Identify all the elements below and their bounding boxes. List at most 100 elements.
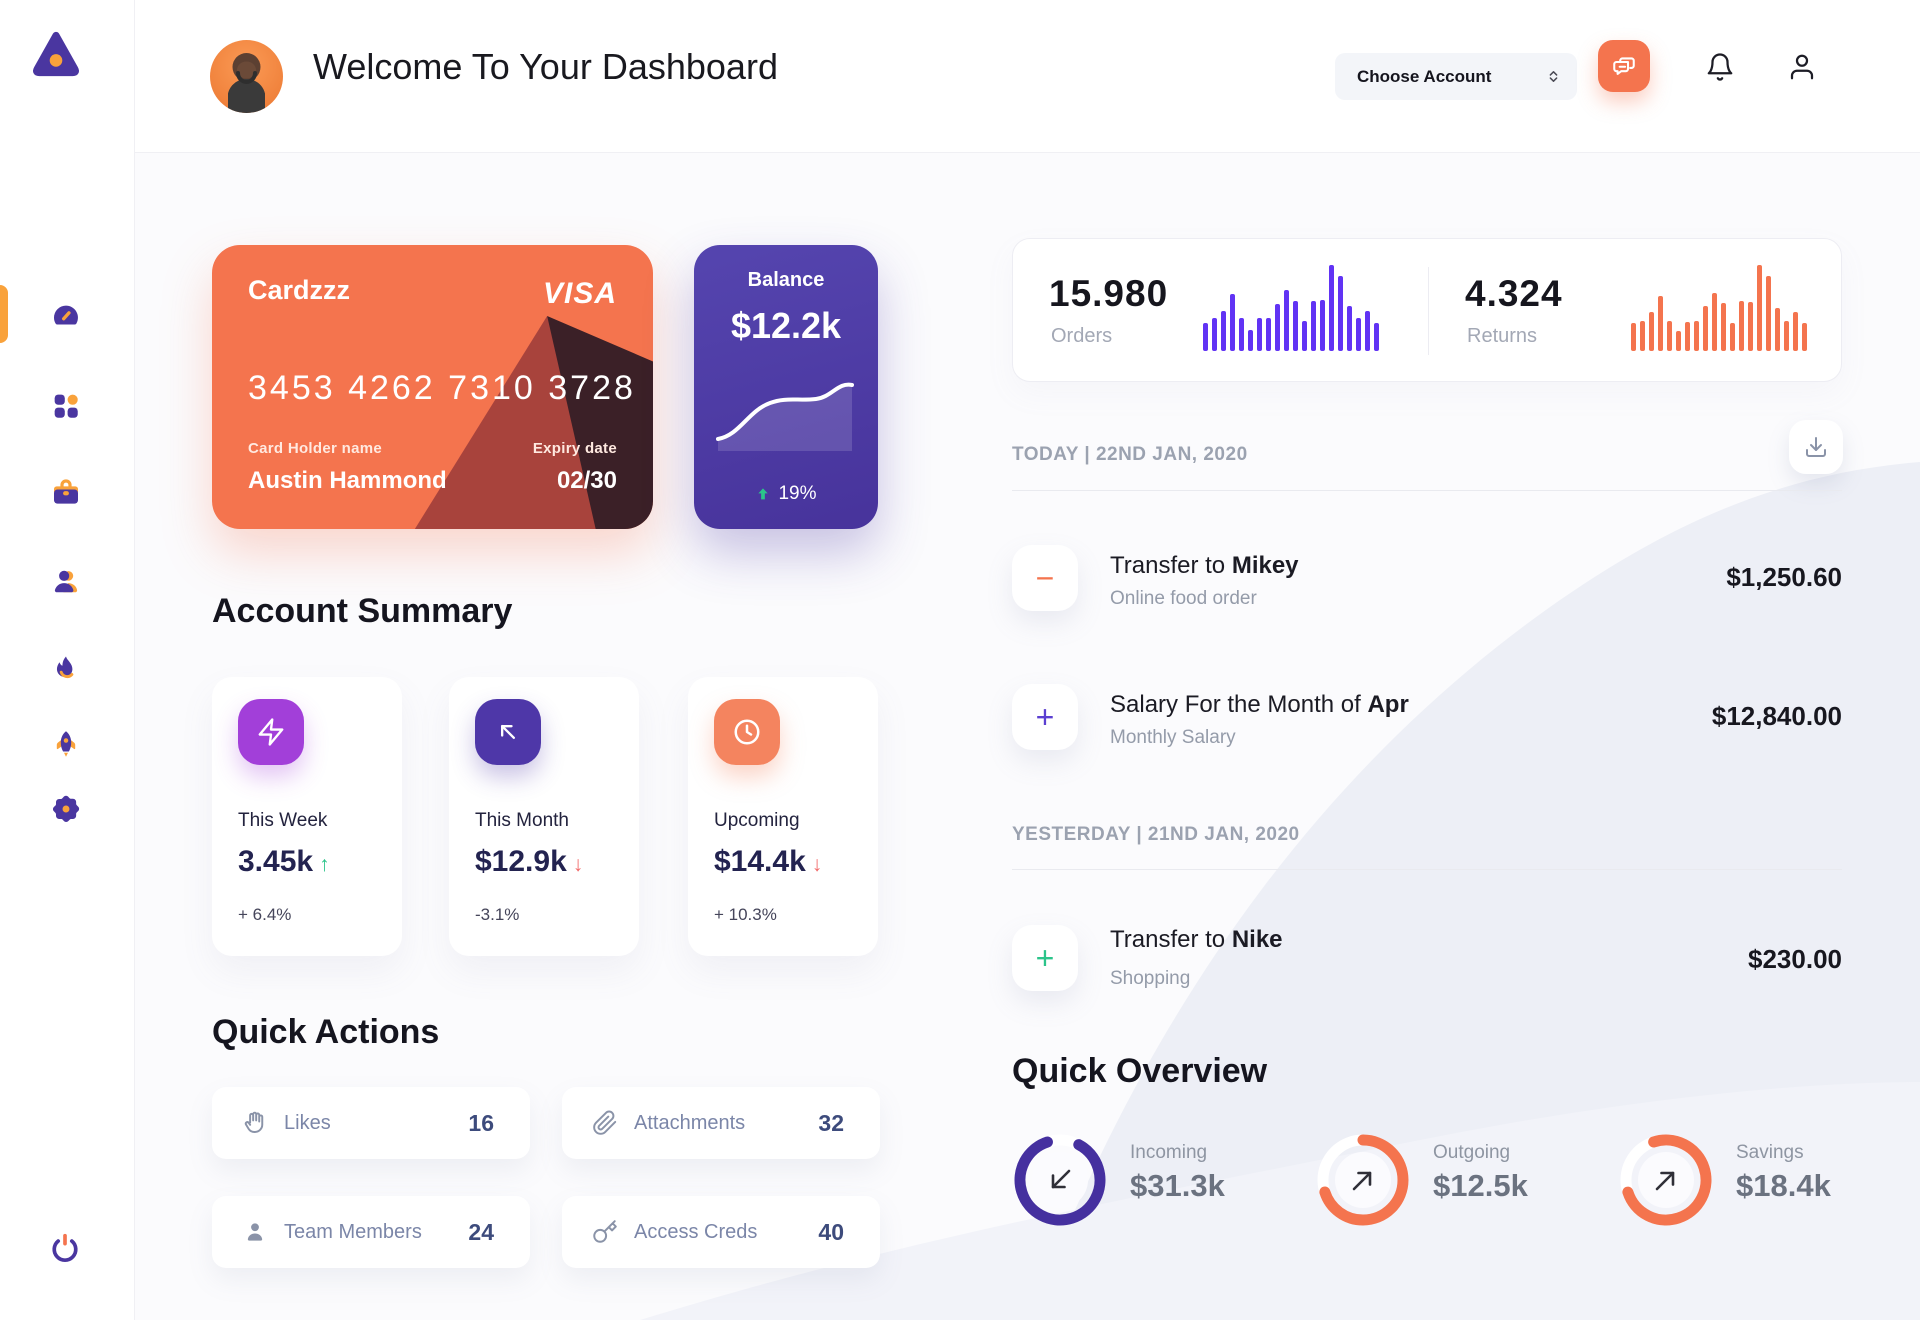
transaction-subtitle: Shopping: [1110, 968, 1191, 989]
account-selector[interactable]: Choose Account: [1335, 53, 1577, 100]
quick-action-attachments[interactable]: Attachments 32: [562, 1087, 880, 1159]
quick-action-label: Access Creds: [634, 1220, 758, 1243]
summary-value: $14.4k ↓: [714, 845, 823, 878]
bar: [1284, 289, 1289, 351]
arrow-up-solid-icon: [758, 488, 769, 500]
gear-icon: [53, 795, 80, 822]
transaction-subtitle: Online food order: [1110, 588, 1257, 609]
summary-value: $12.9k ↓: [475, 845, 584, 878]
bar: [1784, 320, 1789, 351]
key-icon: [593, 1220, 617, 1243]
bar: [1230, 294, 1235, 351]
messages-button[interactable]: [1598, 40, 1650, 92]
bar: [1212, 318, 1217, 351]
transaction-title: Transfer to Nike: [1110, 926, 1283, 953]
incoming-progress-ring: [1014, 1134, 1106, 1226]
sidebar-item-apps[interactable]: [50, 390, 82, 422]
sidebar-item-dashboard[interactable]: [50, 300, 82, 332]
minus-sign: −: [1035, 559, 1055, 596]
transaction-sign-tile: +: [1012, 925, 1078, 991]
divider: [1012, 490, 1842, 491]
profile-button[interactable]: [1782, 47, 1822, 87]
bar: [1703, 306, 1708, 351]
bar: [1338, 276, 1343, 351]
person-icon: [54, 570, 78, 593]
bar: [1730, 322, 1735, 351]
sidebar-item-trending[interactable]: [50, 653, 82, 685]
balance-line-chart: [716, 382, 854, 451]
savings-progress-ring: [1620, 1134, 1712, 1226]
bar: [1757, 265, 1762, 351]
bar: [1365, 311, 1370, 351]
page-title: Welcome To Your Dashboard: [313, 46, 778, 87]
bar: [1667, 320, 1672, 351]
transaction-sign-tile: +: [1012, 684, 1078, 750]
returns-label: Returns: [1467, 325, 1538, 347]
apps-grid-icon: [54, 394, 78, 418]
paperclip-icon: [593, 1110, 617, 1135]
bar: [1221, 311, 1226, 351]
bar: [1766, 276, 1771, 351]
transaction-amount: $1,250.60: [1726, 562, 1842, 592]
quick-action-likes[interactable]: Likes 16: [212, 1087, 530, 1159]
overview-label: Incoming: [1130, 1142, 1208, 1163]
user-icon: [1790, 54, 1814, 80]
quick-action-access-creds[interactable]: Access Creds 40: [562, 1196, 880, 1268]
quick-action-label: Likes: [284, 1111, 331, 1134]
bar: [1694, 320, 1699, 351]
card-number: 3453 4262 7310 3728: [248, 369, 636, 407]
bell-icon: [1707, 53, 1733, 81]
download-button[interactable]: [1789, 420, 1843, 474]
balance-trend: 19%: [694, 483, 878, 505]
expiry-date: 02/30: [556, 467, 617, 494]
transaction-title: Transfer to Mikey: [1110, 552, 1299, 579]
balance-change: 19%: [778, 483, 817, 504]
bar: [1631, 322, 1636, 351]
triangle-logo-icon: [33, 31, 79, 77]
download-icon: [1806, 437, 1826, 457]
date-group-today: TODAY | 22ND JAN, 2020: [1012, 444, 1248, 465]
user-avatar[interactable]: [210, 40, 283, 113]
plus-sign: +: [1035, 698, 1055, 735]
bar: [1712, 292, 1717, 351]
quick-action-team-members[interactable]: Team Members 24: [212, 1196, 530, 1268]
quick-action-count: 16: [468, 1109, 494, 1136]
quick-action-count: 40: [818, 1218, 844, 1245]
quick-action-label: Team Members: [284, 1220, 422, 1243]
summary-delta: -3.1%: [475, 905, 520, 924]
power-icon: [52, 1233, 78, 1263]
orders-returns-stats-card: 15.980 Orders 4.324 Returns: [1012, 238, 1842, 382]
sidebar-item-portfolio[interactable]: [50, 477, 82, 509]
rocket-icon: [56, 731, 76, 757]
sidebar-item-settings[interactable]: [50, 793, 82, 825]
balance-card[interactable]: Balance $12.2k 19%: [694, 245, 878, 529]
card-holder-label: Card Holder name: [248, 440, 382, 457]
summary-card-this-month[interactable]: This Month $12.9k ↓ -3.1%: [449, 677, 639, 956]
date-group-yesterday: YESTERDAY | 21ND JAN, 2020: [1012, 824, 1300, 845]
sidebar-item-contacts[interactable]: [50, 566, 82, 598]
stats-divider: [1428, 267, 1429, 355]
speedometer-icon: [54, 305, 78, 325]
app-logo[interactable]: [28, 26, 84, 82]
transaction-amount: $230.00: [1748, 944, 1842, 974]
bar: [1302, 320, 1307, 351]
header: Welcome To Your Dashboard Choose Account: [135, 0, 1920, 153]
clock-icon-badge: [714, 699, 780, 765]
arrow-up-right-icon: [1352, 1171, 1372, 1191]
bar: [1266, 318, 1271, 351]
notifications-button[interactable]: [1700, 47, 1740, 87]
quick-action-count: 24: [468, 1218, 494, 1245]
sidebar: [0, 0, 135, 1320]
overview-label: Outgoing: [1433, 1142, 1511, 1163]
overview-value: $18.4k: [1736, 1168, 1831, 1203]
summary-label: This Week: [238, 810, 328, 831]
orders-value: 15.980: [1049, 273, 1169, 314]
summary-card-this-week[interactable]: This Week 3.45k ↑ + 6.4%: [212, 677, 402, 956]
sidebar-item-launch[interactable]: [50, 728, 82, 760]
card-name: Cardzzz: [248, 275, 351, 305]
bar: [1311, 301, 1316, 351]
logout-button[interactable]: [48, 1232, 82, 1266]
summary-card-upcoming[interactable]: Upcoming $14.4k ↓ + 10.3%: [688, 677, 878, 956]
zap-icon: [258, 718, 284, 746]
credit-card[interactable]: Cardzzz VISA 3453 4262 7310 3728 Card Ho…: [212, 245, 653, 529]
